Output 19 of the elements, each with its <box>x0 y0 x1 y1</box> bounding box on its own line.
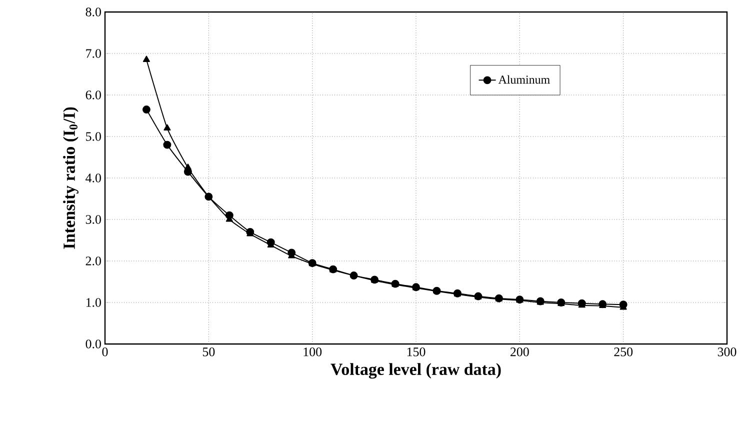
y-tick-label: 6.0 <box>86 90 101 100</box>
x-tick-label: 50 <box>202 348 215 356</box>
x-tick-label: 100 <box>304 348 322 356</box>
y-tick-label: 1.0 <box>86 298 101 307</box>
y-tick-label: 0.0 <box>86 340 101 348</box>
y-tick-label: 3.0 <box>86 215 101 224</box>
legend-label: Aluminum <box>498 75 550 84</box>
x-tick-label: 0 <box>102 348 108 356</box>
y-tick-label: 4.0 <box>86 174 101 182</box>
x-tick-label: 200 <box>510 348 529 356</box>
x-tick-label: 250 <box>614 348 633 356</box>
x-axis-title: Voltage level (raw data) <box>330 363 501 379</box>
y-tick-label: 5.0 <box>86 132 101 141</box>
x-tick-label: 150 <box>407 348 426 356</box>
y-tick-label: 8.0 <box>86 8 101 16</box>
y-tick-label: 7.0 <box>86 49 101 58</box>
y-tick-label: 2.0 <box>86 256 101 266</box>
x-tick-label: 300 <box>718 348 736 356</box>
y-axis-title: Intensity ratio (I$_{0}$/I) <box>63 107 78 249</box>
